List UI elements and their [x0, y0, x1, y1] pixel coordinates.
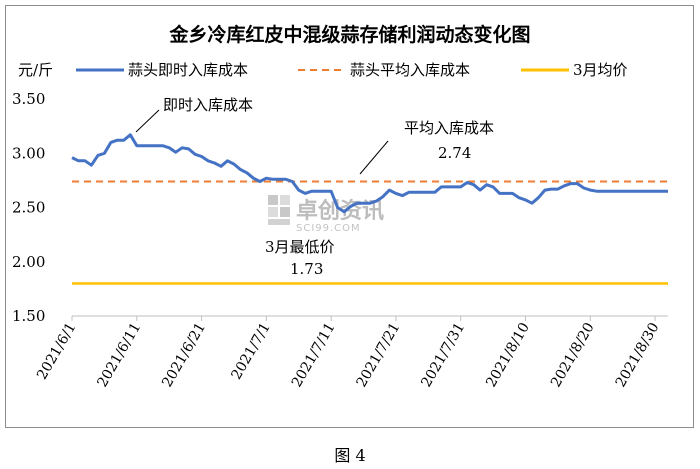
annotation-instant-label: 即时入库成本 [163, 96, 253, 114]
x-tick-label: 2021/8/20 [548, 320, 598, 390]
watermark-logo [268, 195, 290, 225]
series-instant-cost-line [71, 133, 668, 214]
chart-frame [5, 5, 694, 428]
chart-title: 金乡冷库红皮中混级蒜存储利润动态变化图 [168, 23, 530, 46]
x-tick-label: 2021/7/11 [289, 320, 339, 390]
annotation-pointer-average [359, 140, 389, 175]
y-tick-label: 2.00 [12, 253, 45, 271]
y-tick-label: 1.50 [12, 307, 45, 325]
y-axis-ticks: 1.50 2.00 2.50 3.00 3.50 [12, 90, 45, 325]
x-tick-label: 2021/6/21 [159, 320, 209, 390]
x-tick-label: 2021/7/1 [229, 320, 274, 382]
x-tick-label: 2021/7/21 [354, 320, 404, 390]
watermark: 卓创资讯 SCI99.COM [268, 195, 384, 234]
annotation-average-value: 2.74 [438, 144, 471, 162]
legend: 蒜头即时入库成本 蒜头平均入库成本 3月均价 [76, 61, 628, 79]
annotation-average-label: 平均入库成本 [404, 119, 494, 137]
x-tick-label: 2021/7/31 [418, 320, 468, 390]
x-tick-label: 2021/8/10 [483, 320, 533, 390]
legend-label-instant: 蒜头即时入库成本 [128, 61, 248, 79]
x-tick-label: 2021/8/30 [613, 320, 663, 390]
watermark-text-en: SCI99.COM [296, 223, 361, 234]
y-tick-label: 3.50 [12, 90, 45, 108]
y-tick-label: 2.50 [12, 199, 45, 217]
figure-caption: 图 4 [334, 446, 365, 465]
y-unit-label: 元/斤 [18, 61, 53, 79]
x-tick-label: 2021/6/11 [94, 320, 144, 390]
annotation-pointer-instant [135, 109, 160, 133]
x-axis-ticks: 2021/6/1 2021/6/11 2021/6/21 2021/7/1 2021/7… [34, 316, 663, 390]
y-tick-label: 3.00 [12, 144, 45, 162]
legend-label-average: 蒜头平均入库成本 [350, 61, 470, 79]
legend-label-march: 3月均价 [573, 61, 628, 79]
annotation-march-label: 3月最低价 [265, 238, 335, 256]
annotation-march-value: 1.73 [290, 260, 323, 278]
x-tick-label: 2021/6/1 [34, 320, 79, 382]
